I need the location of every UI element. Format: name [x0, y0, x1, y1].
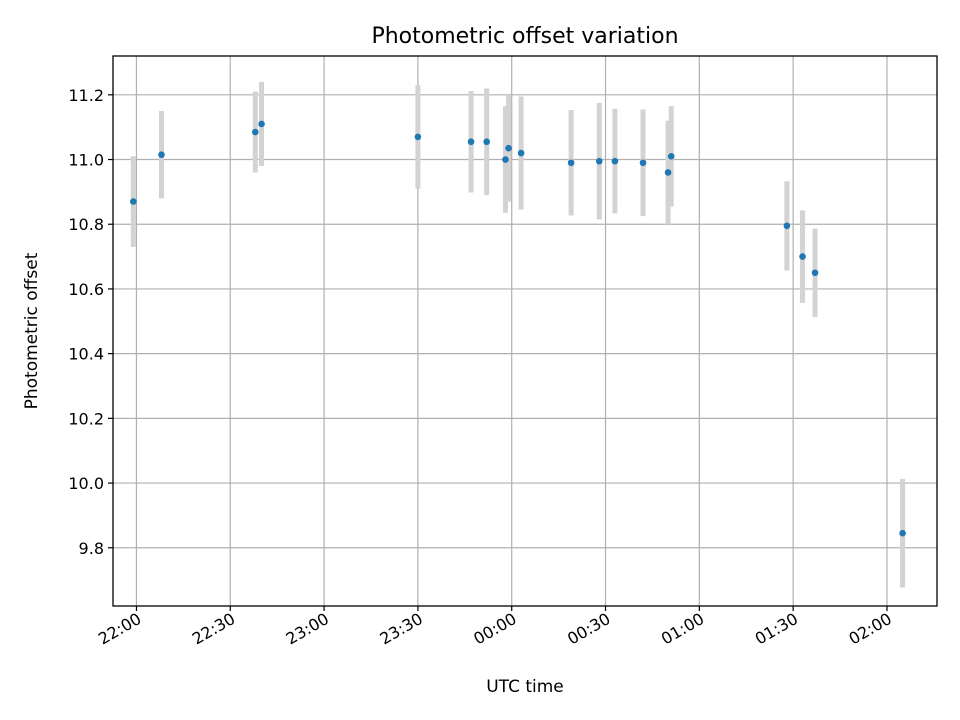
y-tick-label: 10.2: [68, 409, 104, 428]
data-point: [251, 128, 259, 136]
data-point: [505, 144, 512, 152]
y-axis-label: Photometric offset: [22, 252, 42, 409]
y-tick-label: 9.8: [79, 539, 104, 558]
data-point: [130, 198, 137, 205]
y-tick-label: 10.0: [68, 474, 104, 493]
data-point: [517, 149, 525, 157]
data-point: [611, 157, 619, 165]
data-point: [899, 529, 906, 537]
data-point: [483, 138, 490, 146]
data-points: [130, 120, 906, 537]
y-tick-label: 11.0: [68, 151, 104, 170]
data-point: [667, 152, 675, 160]
data-point: [595, 157, 603, 165]
data-point: [158, 151, 165, 158]
data-point: [502, 156, 509, 163]
data-point: [258, 120, 265, 128]
data-point: [664, 169, 672, 176]
y-tick-label: 10.4: [68, 345, 104, 364]
chart-title: Photometric offset variation: [371, 24, 678, 49]
y-tick-label: 11.2: [68, 86, 104, 105]
data-point: [811, 269, 819, 277]
y-tick-label: 10.6: [68, 280, 104, 299]
x-axis-label: UTC time: [486, 677, 564, 697]
data-point: [567, 159, 575, 167]
data-point: [783, 222, 791, 230]
y-tick-label: 10.8: [68, 215, 104, 234]
data-point: [467, 138, 475, 146]
data-point: [639, 159, 647, 167]
data-point: [414, 133, 422, 141]
plot-frame: [112, 55, 938, 607]
grid: [113, 56, 937, 606]
data-point: [799, 253, 806, 260]
